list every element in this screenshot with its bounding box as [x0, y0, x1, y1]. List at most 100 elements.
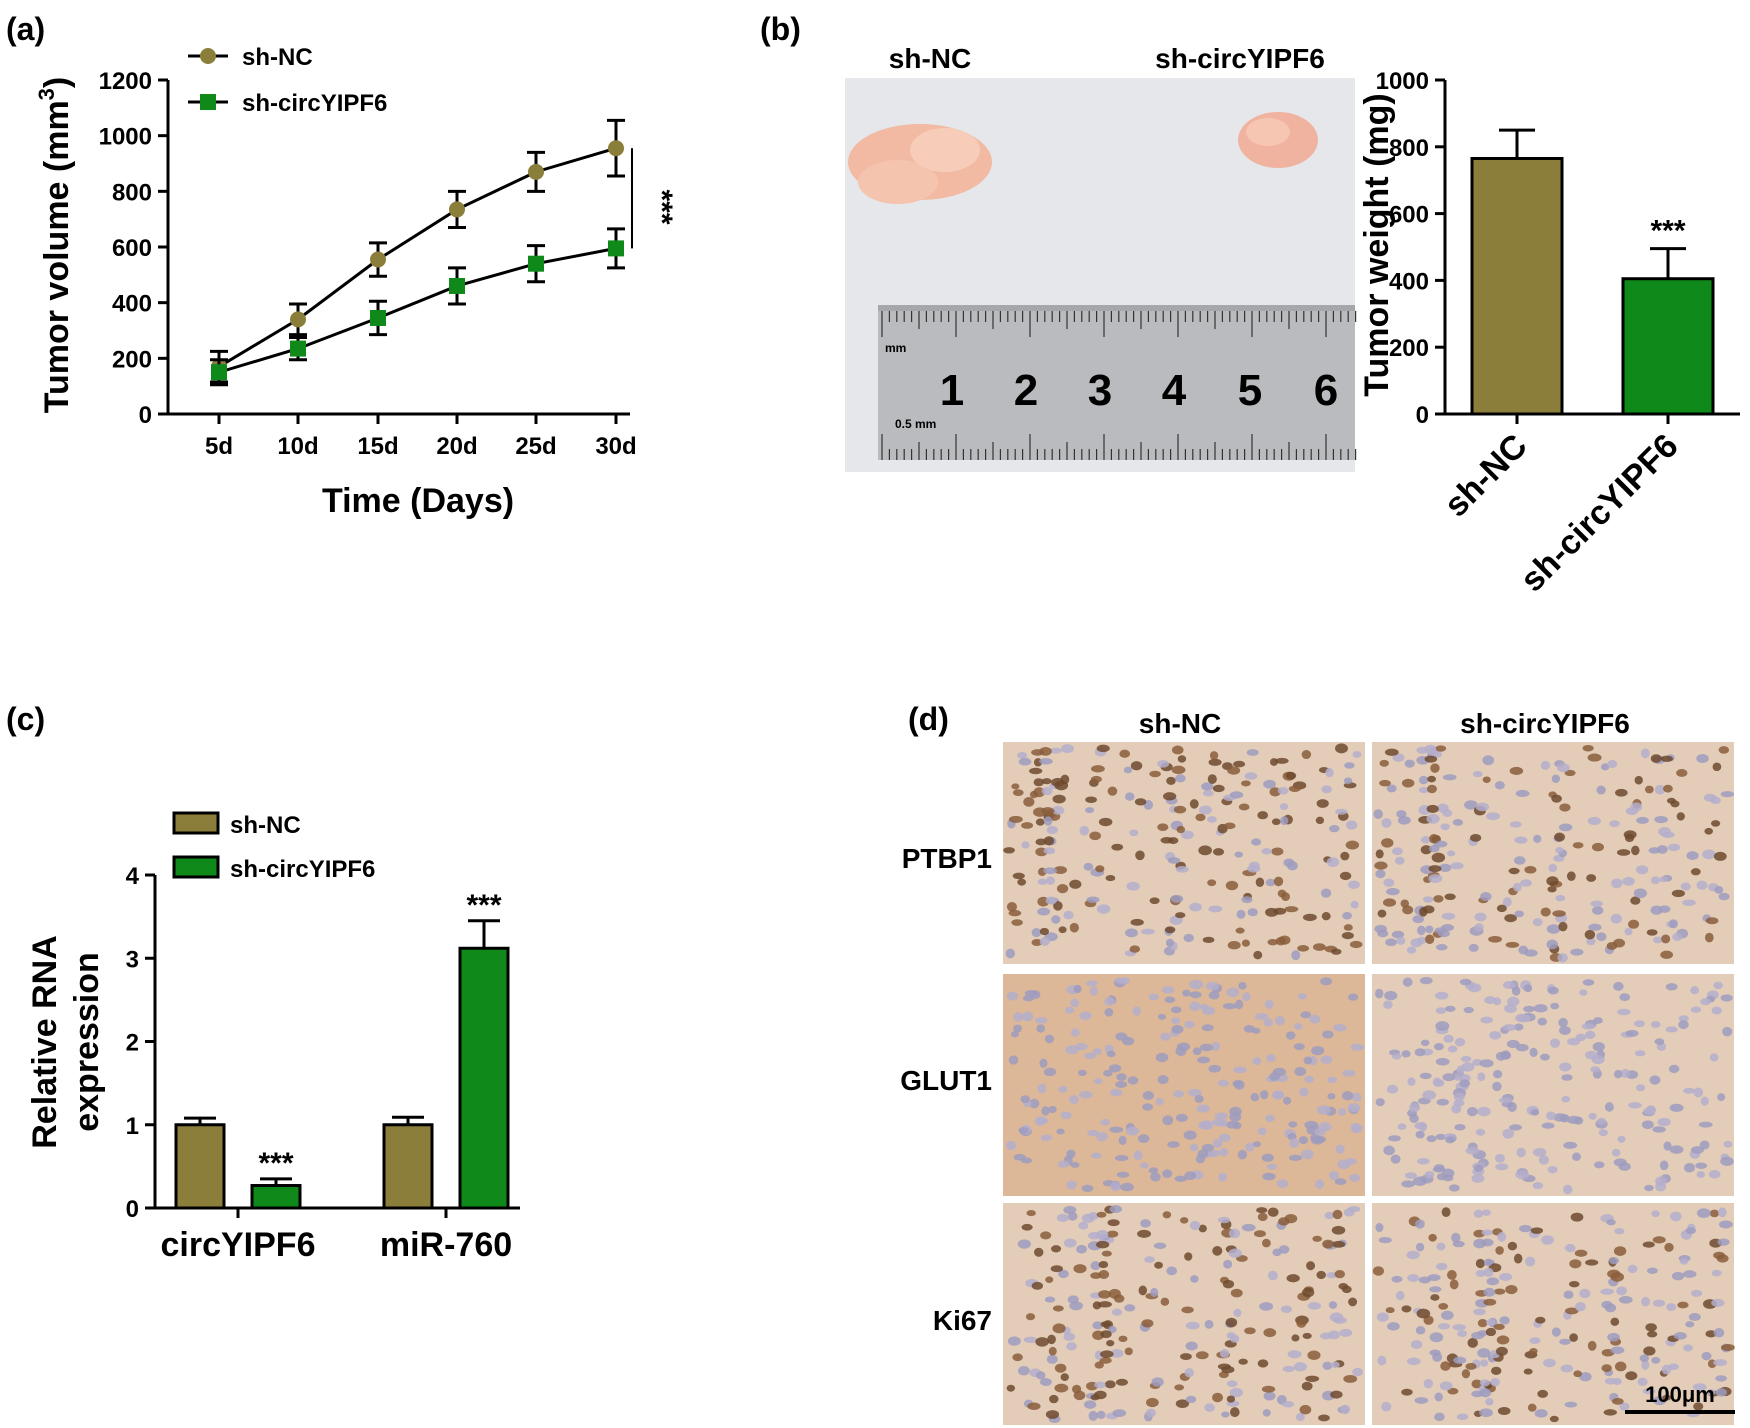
- ihc-nucleus: [1479, 1388, 1492, 1398]
- line-chart-tumor-volume: 0 200 400 600 800 1000 1200 5d 10d 15d 20d 25d 30d Ti…: [34, 44, 678, 520]
- ihc-nucleus: [1208, 1149, 1222, 1157]
- ihc-nucleus: [1579, 989, 1588, 996]
- ihc-nucleus: [1073, 984, 1082, 994]
- ihc-nucleus: [1564, 1243, 1576, 1253]
- ihc-nucleus: [1058, 926, 1067, 934]
- ihc-nucleus: [1081, 1184, 1094, 1192]
- ihc-nucleus: [1247, 908, 1258, 917]
- ihc-nucleus: [1265, 1114, 1275, 1123]
- ihc-nucleus: [1426, 1135, 1437, 1143]
- ihc-nucleus: [1710, 820, 1721, 827]
- ihc-nucleus: [1170, 1006, 1182, 1014]
- ihc-nucleus: [1514, 1023, 1524, 1031]
- ihc-nucleus: [1692, 1383, 1707, 1391]
- ihc-nucleus: [1611, 1148, 1621, 1157]
- ihc-nucleus: [1498, 1273, 1513, 1281]
- ihc-nucleus: [1170, 895, 1184, 903]
- ihc-nucleus: [1619, 993, 1631, 1001]
- ihc-nucleus: [1569, 1259, 1582, 1269]
- ihc-nucleus: [1504, 1004, 1517, 1014]
- ihc-nucleus: [1320, 1055, 1333, 1064]
- ihc-nucleus: [1419, 907, 1428, 917]
- ihc-nucleus: [1463, 1006, 1474, 1014]
- ihc-nucleus: [1490, 1378, 1501, 1387]
- ihc-nucleus: [1134, 798, 1147, 806]
- ihc-nucleus: [1444, 1005, 1456, 1012]
- ihc-nucleus: [1497, 1231, 1507, 1242]
- ihc-nucleus: [1112, 1409, 1127, 1417]
- significance-label-a: ***: [645, 189, 678, 224]
- ihc-nucleus: [1386, 1084, 1399, 1094]
- panel-label-d: (d): [908, 701, 949, 737]
- ihc-nucleus: [1275, 757, 1289, 764]
- ihc-nucleus: [1423, 1378, 1433, 1389]
- ihc-nucleus: [1021, 1223, 1033, 1231]
- ihc-nucleus: [1157, 823, 1169, 832]
- ihc-nucleus: [1096, 1240, 1110, 1249]
- ihc-nucleus: [1098, 817, 1113, 827]
- ihc-nucleus: [1095, 865, 1105, 873]
- ihc-nucleus: [1219, 1349, 1230, 1358]
- ihc-nucleus: [1690, 1146, 1704, 1154]
- ihc-nucleus: [1559, 1026, 1571, 1035]
- ihc-nucleus: [1209, 751, 1219, 760]
- ihc-nucleus: [1184, 1252, 1193, 1261]
- ihc-nucleus: [1513, 882, 1522, 892]
- y-tick-label-b: 200: [1389, 335, 1429, 362]
- ihc-nucleus: [1263, 1328, 1277, 1338]
- ihc-nucleus: [1343, 777, 1353, 785]
- ihc-nucleus: [1485, 1398, 1494, 1406]
- ihc-nucleus: [1665, 983, 1678, 991]
- ihc-nucleus: [1228, 1248, 1242, 1258]
- ihc-nucleus: [1645, 1323, 1657, 1332]
- ihc-nucleus: [1516, 1147, 1526, 1158]
- x-tick-label-a: 5d: [205, 433, 233, 460]
- ihc-nucleus: [1479, 1059, 1494, 1068]
- ihc-nucleus: [1437, 1323, 1450, 1330]
- ihc-nucleus: [1401, 1305, 1412, 1313]
- ihc-nucleus: [1415, 1326, 1426, 1335]
- ihc-nucleus: [1168, 837, 1179, 845]
- ihc-nucleus: [1049, 1394, 1059, 1404]
- ihc-nucleus: [1682, 899, 1696, 906]
- ihc-nucleus: [1244, 772, 1258, 780]
- ihc-nucleus: [1295, 1413, 1305, 1422]
- ihc-nucleus: [1125, 1126, 1140, 1136]
- ihc-nucleus: [1207, 879, 1217, 887]
- ihc-nucleus: [1696, 1171, 1705, 1178]
- ihc-nucleus: [1409, 1114, 1419, 1123]
- ihc-nucleus: [1591, 1055, 1605, 1065]
- ihc-nucleus: [1054, 1383, 1069, 1393]
- ihc-nucleus: [1676, 769, 1688, 777]
- ihc-nucleus: [1096, 1211, 1107, 1218]
- ihc-nucleus: [1329, 825, 1340, 833]
- ihc-nucleus: [1409, 1103, 1421, 1113]
- tumor-sh-nc-icon: [848, 124, 992, 204]
- ihc-nucleus: [1238, 803, 1250, 811]
- ihc-nucleus: [1108, 1325, 1117, 1334]
- ihc-nucleus: [1645, 1105, 1657, 1115]
- ihc-nucleus: [1680, 882, 1691, 891]
- ihc-nucleus: [1164, 926, 1176, 934]
- ihc-nucleus: [1418, 1276, 1431, 1284]
- ihc-nucleus: [1642, 1241, 1655, 1248]
- ihc-nucleus: [1017, 1365, 1030, 1376]
- ihc-nucleus: [1564, 769, 1576, 777]
- ihc-nucleus: [1008, 815, 1023, 823]
- ihc-nucleus: [1217, 1079, 1229, 1087]
- ihc-nucleus: [1337, 1107, 1347, 1116]
- ihc-nucleus: [1011, 919, 1023, 926]
- ihc-nucleus: [1012, 1353, 1023, 1362]
- ihc-nucleus: [1383, 1145, 1395, 1156]
- ihc-nucleus: [1253, 950, 1263, 960]
- ihc-nucleus: [1330, 1361, 1340, 1369]
- ihc-nucleus: [1668, 1064, 1680, 1074]
- ihc-nucleus: [1395, 1290, 1405, 1301]
- ihc-nucleus: [1118, 1335, 1128, 1343]
- ihc-nucleus: [1151, 1377, 1164, 1387]
- ihc-nucleus: [1709, 1209, 1720, 1218]
- panel-label-a: (a): [6, 11, 45, 47]
- x-tick-label-c: circYIPF6: [161, 1226, 316, 1264]
- ihc-nucleus: [1479, 1408, 1493, 1418]
- ihc-nucleus: [1271, 847, 1284, 856]
